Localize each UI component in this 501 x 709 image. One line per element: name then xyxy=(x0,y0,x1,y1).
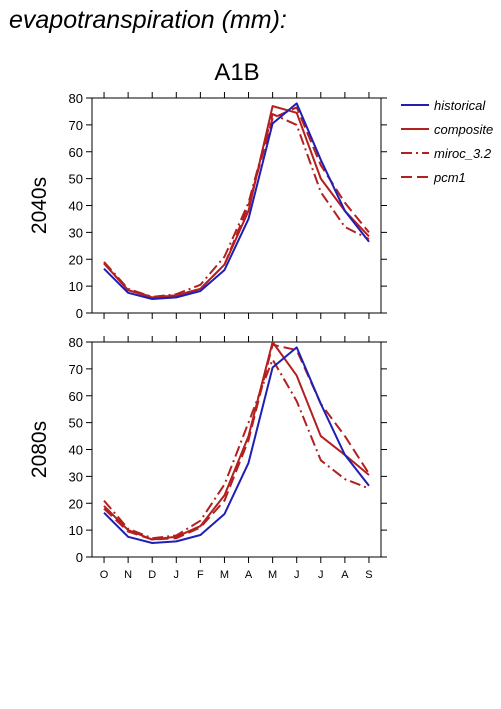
y-tick-label: 0 xyxy=(76,550,83,565)
y-tick-label: 20 xyxy=(69,496,83,511)
figure-title: evapotranspiration (mm): xyxy=(9,6,287,34)
y-tick-label: 70 xyxy=(69,118,83,133)
y-tick-label: 80 xyxy=(69,335,83,350)
plot-frame xyxy=(91,97,382,314)
legend-label: pcm1 xyxy=(433,170,466,185)
legend-item-pcm1: pcm1 xyxy=(401,170,466,185)
y-tick-label: 40 xyxy=(69,199,83,214)
legend-item-historical: historical xyxy=(401,98,486,113)
y-tick-label: 80 xyxy=(69,91,83,106)
y-tick-label: 0 xyxy=(76,306,83,321)
series-line-pcm1 xyxy=(103,343,370,541)
legend-label: miroc_3.2 xyxy=(434,146,492,161)
series-line-historical xyxy=(103,102,370,300)
scenario-label: A1B xyxy=(214,59,259,86)
legend-label: historical xyxy=(434,98,486,113)
series-line-pcm1 xyxy=(103,106,370,298)
panel-label: 2040s xyxy=(28,177,51,234)
x-tick-label: M xyxy=(268,569,277,581)
legend-item-composite: composite xyxy=(401,122,493,137)
x-tick-label: N xyxy=(124,569,132,581)
y-tick-label: 10 xyxy=(69,279,83,294)
y-tick-label: 50 xyxy=(69,416,83,431)
series-line-composite xyxy=(103,105,370,299)
panel-2080s: 0 10 20 30 40 50 60 70 80 O N D J F M A M J J A S 2080s xyxy=(28,335,387,581)
chart-panels: 0 10 20 30 40 50 60 70 80 2040s 0 10 20 30 40 50 60 70 80 O… xyxy=(28,91,387,581)
y-tick-label: 60 xyxy=(69,145,83,160)
x-tick-label: S xyxy=(365,569,372,581)
y-tick-label: 70 xyxy=(69,362,83,377)
legend-item-miroc_3.2: miroc_3.2 xyxy=(401,146,492,161)
y-tick-label: 20 xyxy=(69,252,83,267)
legend-label: composite xyxy=(434,122,493,137)
panel-2040s: 0 10 20 30 40 50 60 70 80 2040s xyxy=(28,91,387,321)
series-line-miroc_3.2 xyxy=(103,113,370,298)
series-line-composite xyxy=(103,341,370,541)
x-tick-label: F xyxy=(197,569,204,581)
x-tick-label: M xyxy=(220,569,229,581)
x-tick-label: A xyxy=(245,569,253,581)
y-tick-label: 30 xyxy=(69,225,83,240)
series-line-historical xyxy=(103,346,370,544)
x-tick-label: J xyxy=(294,569,300,581)
x-tick-label: J xyxy=(318,569,324,581)
y-tick-label: 30 xyxy=(69,469,83,484)
legend: historical composite miroc_3.2 pcm1 xyxy=(401,98,493,185)
x-tick-label: A xyxy=(341,569,349,581)
series-line-miroc_3.2 xyxy=(103,358,370,540)
y-tick-label: 60 xyxy=(69,389,83,404)
panel-label: 2080s xyxy=(28,421,51,478)
y-tick-label: 50 xyxy=(69,172,83,187)
x-tick-label: D xyxy=(148,569,156,581)
x-tick-label: J xyxy=(174,569,180,581)
y-tick-label: 40 xyxy=(69,443,83,458)
y-tick-label: 10 xyxy=(69,523,83,538)
x-tick-label: O xyxy=(100,569,109,581)
